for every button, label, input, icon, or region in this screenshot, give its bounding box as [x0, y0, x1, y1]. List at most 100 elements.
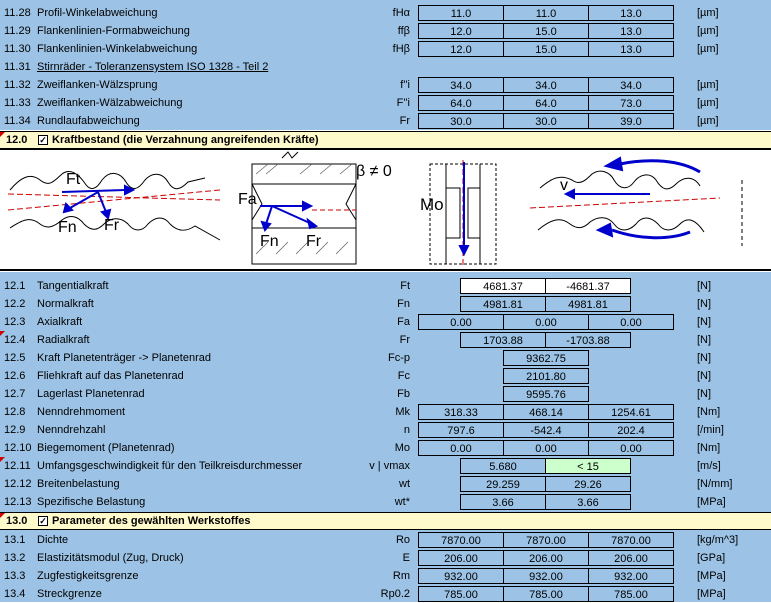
value-cell[interactable]: 7870.00: [503, 532, 589, 548]
value-cell[interactable]: 7870.00: [588, 532, 674, 548]
value-cell[interactable]: -4681.37: [545, 278, 631, 294]
row-number: 11.28: [4, 7, 31, 19]
value-cell[interactable]: 15.0: [503, 41, 589, 57]
unit-label: [MPa]: [697, 496, 726, 508]
value-cell[interactable]: 0.00: [588, 314, 674, 330]
row-symbol: Rp0.2: [380, 588, 410, 600]
value-cell[interactable]: 73.0: [588, 95, 674, 111]
comment-marker: [0, 513, 5, 518]
row-label: Spezifische Belastung: [37, 496, 146, 508]
row-symbol: Fc: [397, 370, 410, 382]
value-cell[interactable]: 64.0: [418, 95, 504, 111]
pitch-line: [7, 193, 221, 201]
value-cell[interactable]: 3.66: [460, 494, 546, 510]
value-cell[interactable]: 11.0: [418, 5, 504, 21]
row-symbol: fHα: [392, 7, 410, 19]
row-number: 11.30: [4, 43, 31, 55]
value-cell[interactable]: 202.4: [588, 422, 674, 438]
value-cell[interactable]: 7870.00: [418, 532, 504, 548]
value-cell[interactable]: 13.0: [588, 23, 674, 39]
row-number: 11.29: [4, 25, 31, 37]
row-label: Tangentialkraft: [37, 280, 109, 292]
row-number: 12.4: [4, 334, 26, 346]
value-cell[interactable]: 29.26: [545, 476, 631, 492]
row-symbol: E: [402, 552, 410, 564]
value-cell[interactable]: 13.0: [588, 5, 674, 21]
table-row: 12.3 Axialkraft Fa 0.00 0.00 0.00 [N]: [0, 313, 771, 331]
value-cell[interactable]: 0.00: [503, 440, 589, 456]
value-cell[interactable]: 785.00: [418, 586, 504, 602]
value-cell[interactable]: 797.6: [418, 422, 504, 438]
value-cell[interactable]: 12.0: [418, 23, 504, 39]
table-row: 13.2 Elastizitätsmodul (Zug, Druck) E 20…: [0, 549, 771, 567]
row-number: 12.12: [4, 478, 32, 490]
table-row: 11.31 Stirnräder - Toleranzensystem ISO …: [0, 58, 771, 76]
value-cell[interactable]: 39.0: [588, 113, 674, 129]
value-cell[interactable]: 64.0: [503, 95, 589, 111]
value-cell[interactable]: 13.0: [588, 41, 674, 57]
table-row: 12.4 Radialkraft Fr 1703.88 -1703.88 [N]: [0, 331, 771, 349]
force-diagram: Ft Fn Fr Fa Fn: [0, 148, 771, 271]
section-title: Parameter des gewählten Werkstoffes: [52, 515, 251, 527]
value-cell[interactable]: 34.0: [503, 77, 589, 93]
value-cell[interactable]: 4981.81: [545, 296, 631, 312]
row-number: 11.34: [4, 115, 31, 127]
row-symbol: Fa: [397, 316, 410, 328]
section-checkbox[interactable]: ✓: [38, 516, 48, 526]
row-symbol: Fn: [397, 298, 410, 310]
row-symbol: Mk: [395, 406, 410, 418]
value-cell[interactable]: 34.0: [588, 77, 674, 93]
value-cell[interactable]: 0.00: [418, 440, 504, 456]
value-cell[interactable]: 932.00: [503, 568, 589, 584]
value-cell[interactable]: 0.00: [418, 314, 504, 330]
comment-marker: [0, 457, 5, 462]
value-cell[interactable]: 3.66: [545, 494, 631, 510]
value-cell[interactable]: 9595.76: [503, 386, 589, 402]
value-cell[interactable]: 2101.80: [503, 368, 589, 384]
value-cell[interactable]: 11.0: [503, 5, 589, 21]
table-row: 12.1 Tangentialkraft Ft 4681.37 -4681.37…: [0, 277, 771, 295]
value-cell[interactable]: 12.0: [418, 41, 504, 57]
section-header-12: 12.0 ✓ Kraftbestand (die Verzahnung angr…: [0, 131, 771, 149]
row-number: 11.31: [4, 61, 31, 73]
value-cell[interactable]: 30.0: [418, 113, 504, 129]
value-cell[interactable]: 932.00: [588, 568, 674, 584]
value-cell[interactable]: 34.0: [418, 77, 504, 93]
value-cell[interactable]: 4681.37: [460, 278, 546, 294]
section-checkbox[interactable]: ✓: [38, 135, 48, 145]
value-cell[interactable]: 932.00: [418, 568, 504, 584]
value-cell[interactable]: 1703.88: [460, 332, 546, 348]
value-cell[interactable]: 4981.81: [460, 296, 546, 312]
value-cell[interactable]: 0.00: [588, 440, 674, 456]
value-cell[interactable]: 785.00: [503, 586, 589, 602]
value-cell[interactable]: 1254.61: [588, 404, 674, 420]
unit-label: [MPa]: [697, 588, 726, 600]
row-label: Umfangsgeschwindigkeit für den Teilkreis…: [37, 460, 303, 472]
row-number: 12.9: [4, 424, 26, 436]
value-cell[interactable]: 785.00: [588, 586, 674, 602]
table-row: 13.1 Dichte Ro 7870.00 7870.00 7870.00 […: [0, 531, 771, 549]
value-cell[interactable]: 206.00: [588, 550, 674, 566]
unit-label: [N]: [697, 316, 712, 328]
force-diagram-svg: Ft Fn Fr Fa Fn: [7, 151, 743, 268]
value-cell[interactable]: 15.0: [503, 23, 589, 39]
value-cell[interactable]: 9362.75: [503, 350, 589, 366]
rack-section: [251, 151, 357, 265]
value-cell[interactable]: 468.14: [503, 404, 589, 420]
value-cell[interactable]: 206.00: [418, 550, 504, 566]
unit-label: [MPa]: [697, 570, 726, 582]
unit-label: [Nm]: [697, 406, 721, 418]
value-cell[interactable]: -542.4: [503, 422, 589, 438]
value-cell[interactable]: 206.00: [503, 550, 589, 566]
value-cell[interactable]: 30.0: [503, 113, 589, 129]
limit-cell[interactable]: < 15: [545, 458, 631, 474]
value-cell[interactable]: 318.33: [418, 404, 504, 420]
unit-label: [N]: [697, 298, 712, 310]
row-label: Zugfestigkeitsgrenze: [37, 570, 139, 582]
value-cell[interactable]: 5.680: [460, 458, 546, 474]
table-row: 13.4 Streckgrenze Rp0.2 785.00 785.00 78…: [0, 585, 771, 603]
value-cell[interactable]: -1703.88: [545, 332, 631, 348]
value-cell[interactable]: 29.259: [460, 476, 546, 492]
value-cell[interactable]: 0.00: [503, 314, 589, 330]
gear-teeth-right: [537, 170, 705, 233]
